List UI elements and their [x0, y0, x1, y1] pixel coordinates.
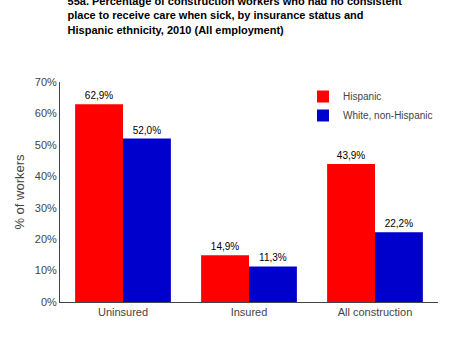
svg-text:40%: 40% — [35, 170, 57, 182]
svg-text:22,2%: 22,2% — [385, 218, 413, 229]
svg-text:43,9%: 43,9% — [337, 150, 365, 161]
svg-text:All construction: All construction — [338, 306, 413, 318]
svg-text:White, non-Hispanic: White, non-Hispanic — [343, 110, 432, 121]
svg-text:0%: 0% — [41, 296, 57, 308]
svg-text:55a. Percentage of constructio: 55a. Percentage of construction workers … — [68, 0, 403, 36]
svg-text:Insured: Insured — [231, 306, 268, 318]
svg-text:62,9%: 62,9% — [85, 90, 113, 101]
svg-text:50%: 50% — [35, 139, 57, 151]
svg-text:30%: 30% — [35, 202, 57, 214]
svg-text:52,0%: 52,0% — [133, 125, 161, 136]
svg-text:Hispanic: Hispanic — [343, 91, 381, 102]
svg-text:Uninsured: Uninsured — [98, 306, 148, 318]
svg-text:70%: 70% — [35, 76, 57, 88]
svg-text:% of workers: % of workers — [12, 154, 27, 230]
svg-text:10%: 10% — [35, 264, 57, 276]
svg-text:60%: 60% — [35, 107, 57, 119]
svg-text:14,9%: 14,9% — [211, 241, 239, 252]
svg-text:11,3%: 11,3% — [259, 252, 287, 263]
svg-text:20%: 20% — [35, 233, 57, 245]
